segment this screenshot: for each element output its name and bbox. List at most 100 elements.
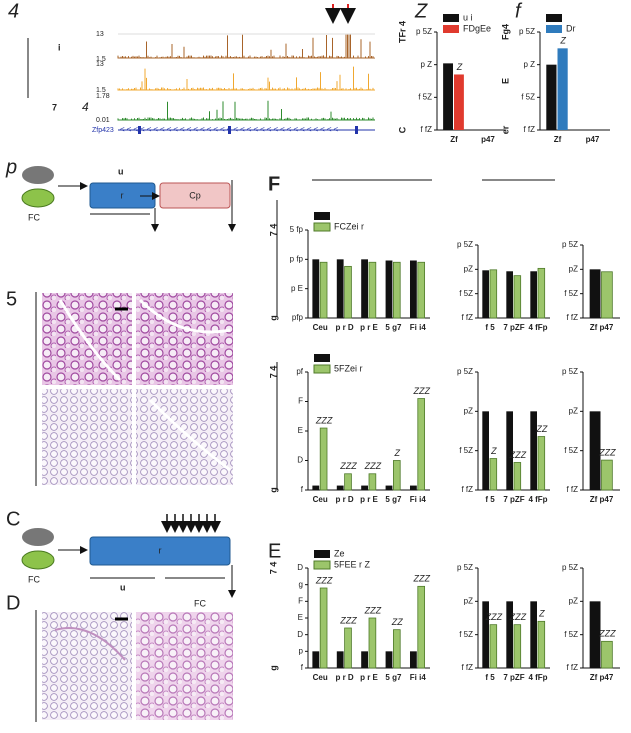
track-label: i: [58, 42, 61, 52]
label: FC: [194, 598, 206, 608]
y-axis-label: Fg4: [500, 24, 510, 40]
significance: ZZZ: [509, 612, 527, 622]
bar: [336, 651, 344, 668]
y-tick-label: pfp: [292, 313, 304, 322]
legend-swatch: [313, 364, 331, 374]
y-tick-label: f 5Z: [564, 289, 578, 298]
bar: [513, 275, 522, 319]
bar: [601, 271, 613, 319]
bar: [489, 624, 498, 669]
bar: [530, 411, 537, 490]
legend-label: 5FEE r Z: [334, 559, 371, 569]
x-tick-label: 5 g7: [385, 495, 402, 504]
legend-swatch: [313, 560, 331, 570]
y-axis-label: er: [500, 125, 510, 134]
y-tick-label: f: [301, 663, 304, 672]
panel-label: F: [268, 173, 280, 195]
track-scale: 1.78: [96, 93, 110, 100]
legend-swatch: [546, 25, 562, 33]
significance: Z: [456, 62, 463, 72]
y-tick-label: pZ: [464, 264, 473, 273]
x-tick-label: Fi i4: [410, 323, 427, 332]
y-tick-label: f 5Z: [418, 92, 432, 101]
legend-swatch: [314, 354, 330, 362]
x-tick-label: f 5: [485, 495, 495, 504]
track-signal: [117, 66, 375, 91]
y-axis-label: 7 4: [268, 366, 278, 379]
bar: [482, 411, 489, 490]
y-tick-label: F: [298, 397, 303, 406]
significance: ZZZ: [315, 415, 333, 425]
y-tick-label: D: [297, 630, 303, 639]
track-scale: 0.01: [96, 117, 110, 124]
micrograph: [42, 612, 132, 720]
box: [89, 536, 231, 566]
y-axis-label: g: [268, 487, 278, 493]
y-tick-label: pf: [296, 367, 303, 376]
y-tick-label: f fZ: [566, 485, 578, 494]
x-tick-label: 4 fFp: [528, 673, 547, 682]
y-tick-label: p: [299, 646, 304, 655]
diagram-p: FC u r Cp: [21, 166, 236, 232]
x-tick-label: Zf p47: [590, 323, 614, 332]
bar: [506, 271, 513, 318]
legend-label: Dr: [566, 23, 576, 33]
bar: [368, 473, 377, 491]
y-tick-label: F: [298, 596, 303, 605]
bar: [417, 398, 426, 491]
y-tick-label: f fZ: [420, 125, 432, 134]
bar: [482, 601, 489, 668]
x-tick-label: Fi i4: [410, 673, 427, 682]
track-signal: [117, 100, 375, 121]
significance: Z: [490, 446, 497, 456]
significance: ZZZ: [412, 574, 430, 584]
x-tick-label: Zf p47: [590, 673, 614, 682]
y-tick-label: p 5Z: [457, 240, 473, 249]
x-tick-label: Ceu: [313, 495, 328, 504]
bar: [489, 458, 498, 491]
legend-label: FDgEe: [463, 23, 491, 33]
y-tick-label: f 5Z: [459, 289, 473, 298]
legend-swatch: [314, 550, 330, 558]
x-tick-label: p47: [481, 135, 495, 144]
bar: [319, 427, 328, 491]
exon: [355, 126, 358, 134]
bar: [601, 640, 613, 669]
bar: [537, 436, 546, 491]
x-tick-label: Zf p47: [590, 495, 614, 504]
y-axis-label: 7 4: [268, 224, 278, 237]
y-tick-label: g: [299, 580, 303, 589]
significance: ZZZ: [598, 447, 616, 457]
micrograph: [136, 293, 233, 385]
y-tick-label: p 5Z: [457, 367, 473, 376]
significance: Z: [538, 609, 545, 619]
y-tick-label: f 5Z: [459, 446, 473, 455]
y-tick-label: p 5Z: [519, 27, 535, 36]
x-tick-label: p47: [586, 135, 600, 144]
bar: [537, 620, 546, 669]
y-axis-label: 7 4: [268, 562, 278, 575]
bar: [392, 261, 401, 319]
bar: [530, 271, 537, 318]
bar: [454, 74, 464, 130]
significance: ZZZ: [339, 615, 357, 625]
y-tick-label: f fZ: [523, 125, 535, 134]
significance: ZZZ: [485, 612, 503, 622]
bar: [312, 259, 320, 318]
y-tick-label: pZ: [569, 264, 578, 273]
x-tick-label: p r D: [335, 323, 353, 332]
y-tick-label: p 5Z: [416, 27, 432, 36]
bar: [513, 624, 522, 669]
histology-5: [35, 292, 233, 486]
bar: [589, 269, 601, 318]
x-tick-label: p r E: [360, 673, 378, 682]
y-tick-label: p E: [291, 284, 303, 293]
y-tick-label: p 5Z: [562, 563, 578, 572]
track-signal: [117, 34, 375, 59]
y-tick-label: f 5Z: [459, 630, 473, 639]
legend-swatch: [443, 14, 459, 22]
x-tick-label: Ceu: [313, 673, 328, 682]
bar: [409, 651, 417, 668]
bar: [506, 601, 513, 668]
